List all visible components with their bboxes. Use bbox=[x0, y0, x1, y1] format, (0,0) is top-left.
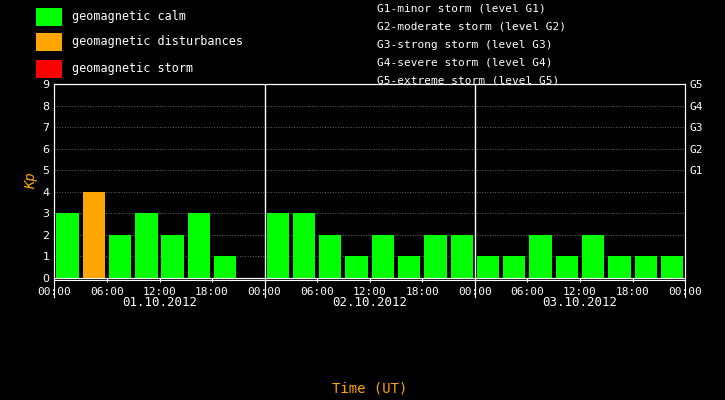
Text: 01.10.2012: 01.10.2012 bbox=[122, 296, 197, 308]
Bar bbox=[529, 235, 552, 278]
Bar bbox=[555, 256, 578, 278]
Bar bbox=[162, 235, 184, 278]
Bar bbox=[345, 256, 368, 278]
Bar bbox=[57, 213, 79, 278]
Bar bbox=[214, 256, 236, 278]
Bar bbox=[293, 213, 315, 278]
Bar bbox=[398, 256, 420, 278]
Bar bbox=[372, 235, 394, 278]
Text: G4-severe storm (level G4): G4-severe storm (level G4) bbox=[377, 58, 552, 68]
Bar bbox=[424, 235, 447, 278]
Bar bbox=[109, 235, 131, 278]
Text: 03.10.2012: 03.10.2012 bbox=[542, 296, 618, 308]
Bar bbox=[660, 256, 683, 278]
Text: Time (UT): Time (UT) bbox=[332, 382, 407, 396]
Text: G2-moderate storm (level G2): G2-moderate storm (level G2) bbox=[377, 22, 566, 32]
Bar bbox=[319, 235, 341, 278]
Text: geomagnetic storm: geomagnetic storm bbox=[72, 62, 194, 75]
Bar bbox=[634, 256, 657, 278]
Bar bbox=[188, 213, 210, 278]
Text: G5-extreme storm (level G5): G5-extreme storm (level G5) bbox=[377, 76, 559, 86]
FancyBboxPatch shape bbox=[36, 60, 62, 78]
Bar bbox=[83, 192, 105, 278]
Bar bbox=[450, 235, 473, 278]
Text: geomagnetic calm: geomagnetic calm bbox=[72, 10, 186, 23]
Bar bbox=[608, 256, 631, 278]
Bar bbox=[503, 256, 526, 278]
Text: 02.10.2012: 02.10.2012 bbox=[332, 296, 407, 308]
Bar bbox=[477, 256, 500, 278]
Text: G3-strong storm (level G3): G3-strong storm (level G3) bbox=[377, 40, 552, 50]
Bar bbox=[135, 213, 157, 278]
Bar bbox=[582, 235, 605, 278]
Text: geomagnetic disturbances: geomagnetic disturbances bbox=[72, 36, 244, 48]
FancyBboxPatch shape bbox=[36, 33, 62, 51]
FancyBboxPatch shape bbox=[36, 8, 62, 26]
Bar bbox=[267, 213, 289, 278]
Y-axis label: Kp: Kp bbox=[24, 173, 38, 189]
Text: G1-minor storm (level G1): G1-minor storm (level G1) bbox=[377, 3, 546, 13]
